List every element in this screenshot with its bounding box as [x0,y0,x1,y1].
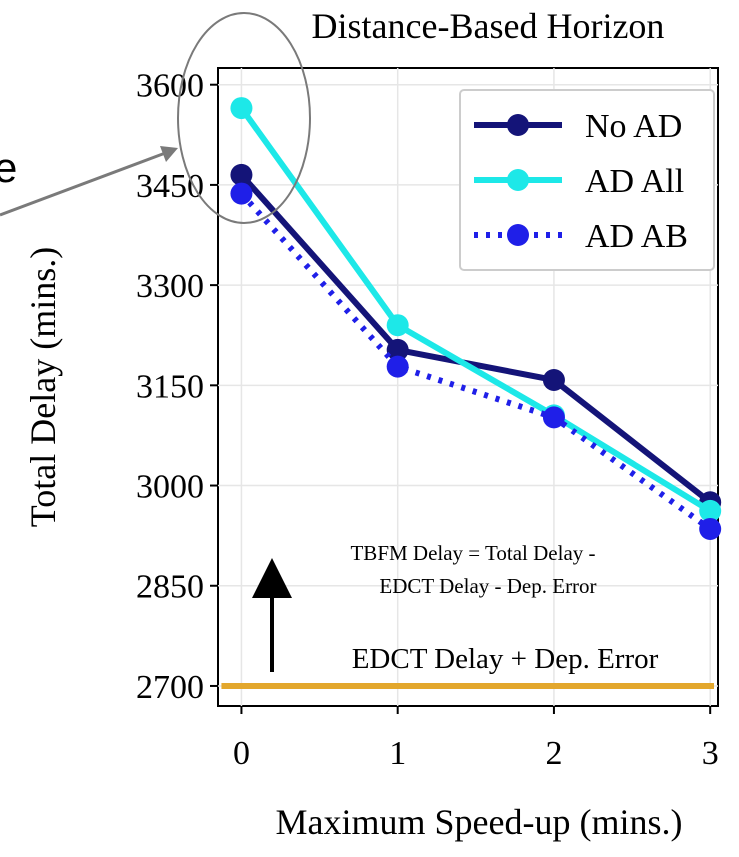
legend-label-no-ad: No AD [585,108,682,145]
data-point-ad-all [699,499,722,522]
x-tick-label: 1 [389,735,406,772]
y-tick-label: 3150 [136,368,204,405]
data-point-ad-all [230,97,253,120]
cropped-text-fragment: e [0,150,20,190]
y-tick-label: 3300 [136,268,204,305]
highlight-ellipse [177,12,311,224]
x-ticks: 0 1 2 3 [233,706,719,772]
data-point-ad-ab [542,406,565,429]
cropped-text: e [0,150,18,190]
legend-label-ad-all: AD All [585,163,684,200]
series-line-ad-all [239,106,712,514]
data-point-ad-ab [230,182,253,205]
data-point-no-ad [386,338,409,361]
data-point-no-ad [230,163,253,186]
chart-title: Distance-Based Horizon [312,6,665,46]
y-axis-label: Total Delay (mins.) [23,247,63,527]
legend-box [459,89,715,271]
x-tick-label: 0 [233,735,250,772]
y-tick-label: 2700 [136,669,204,706]
y-ticks: 2700 2850 3000 3150 3300 3450 3600 [136,68,218,706]
data-point-ad-ab [386,355,409,378]
annotation-line-2: EDCT Delay - Dep. Error [379,574,596,598]
legend-marker-no-ad [507,114,529,136]
legend: No AD AD All AD AB [459,89,715,271]
legend-marker-ad-ab [507,224,529,246]
y-tick-label: 3450 [136,168,204,205]
y-tick-label: 3000 [136,469,204,506]
pointer-arrowhead [160,146,178,162]
series-lines [230,97,722,540]
pointer-arrow [0,150,169,217]
data-point-no-ad [542,368,565,391]
data-point-ad-all [386,314,409,337]
series-line-ad-ab [239,191,712,532]
series-line-no-ad [239,172,713,505]
x-axis-label: Maximum Speed-up (mins.) [276,802,683,842]
legend-marker-ad-all [507,169,529,191]
y-tick-label: 2850 [136,569,204,606]
annotation-line-1: TBFM Delay = Total Delay - [350,541,595,565]
reference-line-label: EDCT Delay + Dep. Error [352,643,659,675]
legend-items: No AD AD All AD AB [474,108,688,255]
y-tick-label: 3600 [136,68,204,105]
data-point-ad-ab [699,517,722,540]
legend-label-ad-ab: AD AB [585,218,688,255]
x-tick-label: 2 [545,735,562,772]
x-tick-label: 3 [702,735,719,772]
